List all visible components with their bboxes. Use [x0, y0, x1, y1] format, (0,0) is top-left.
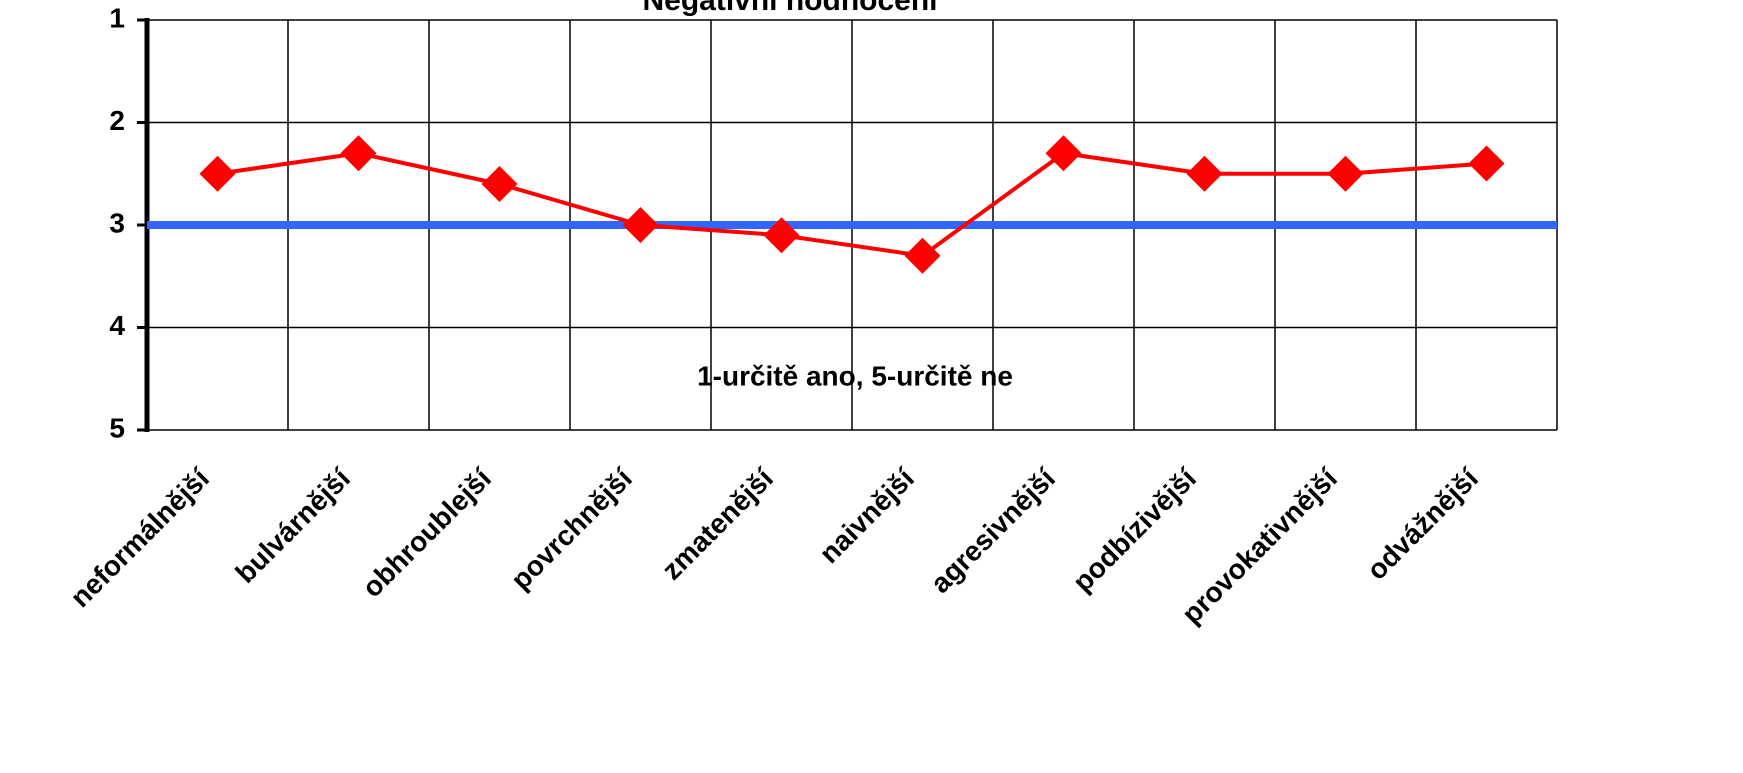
- chart-title: Negativní hodnocení: [642, 0, 939, 17]
- marker: [1327, 155, 1364, 192]
- marker: [1186, 155, 1223, 192]
- marker: [763, 217, 800, 254]
- y-tick-label: 2: [109, 105, 125, 136]
- x-tick-label: zmatenější: [656, 462, 780, 586]
- annotation: 1-určitě ano, 5-určitě ne: [697, 360, 1013, 391]
- x-tick-label: podbízivější: [1067, 462, 1203, 598]
- x-tick-label: bulvárnější: [230, 462, 357, 589]
- marker: [199, 155, 236, 192]
- x-tick-label: provokativnější: [1176, 462, 1344, 630]
- x-tick-label: povrchnější: [505, 462, 639, 596]
- y-tick-label: 1: [109, 2, 125, 33]
- marker: [1045, 135, 1082, 172]
- y-tick-label: 4: [109, 310, 125, 341]
- marker: [481, 166, 518, 202]
- marker: [622, 207, 659, 243]
- x-tick-label: naivnější: [813, 462, 921, 570]
- marker: [904, 237, 941, 274]
- x-tick-label: agresivnější: [925, 462, 1062, 599]
- marker: [1468, 145, 1505, 182]
- y-tick-label: 3: [109, 207, 125, 238]
- x-tick-label: neformálnější: [64, 462, 216, 614]
- x-tick-label: obhroublejší: [356, 462, 498, 604]
- x-tick-label: odvážnější: [1361, 462, 1485, 586]
- y-tick-label: 5: [109, 412, 125, 443]
- series-line: [217, 151, 1487, 258]
- marker: [340, 135, 377, 172]
